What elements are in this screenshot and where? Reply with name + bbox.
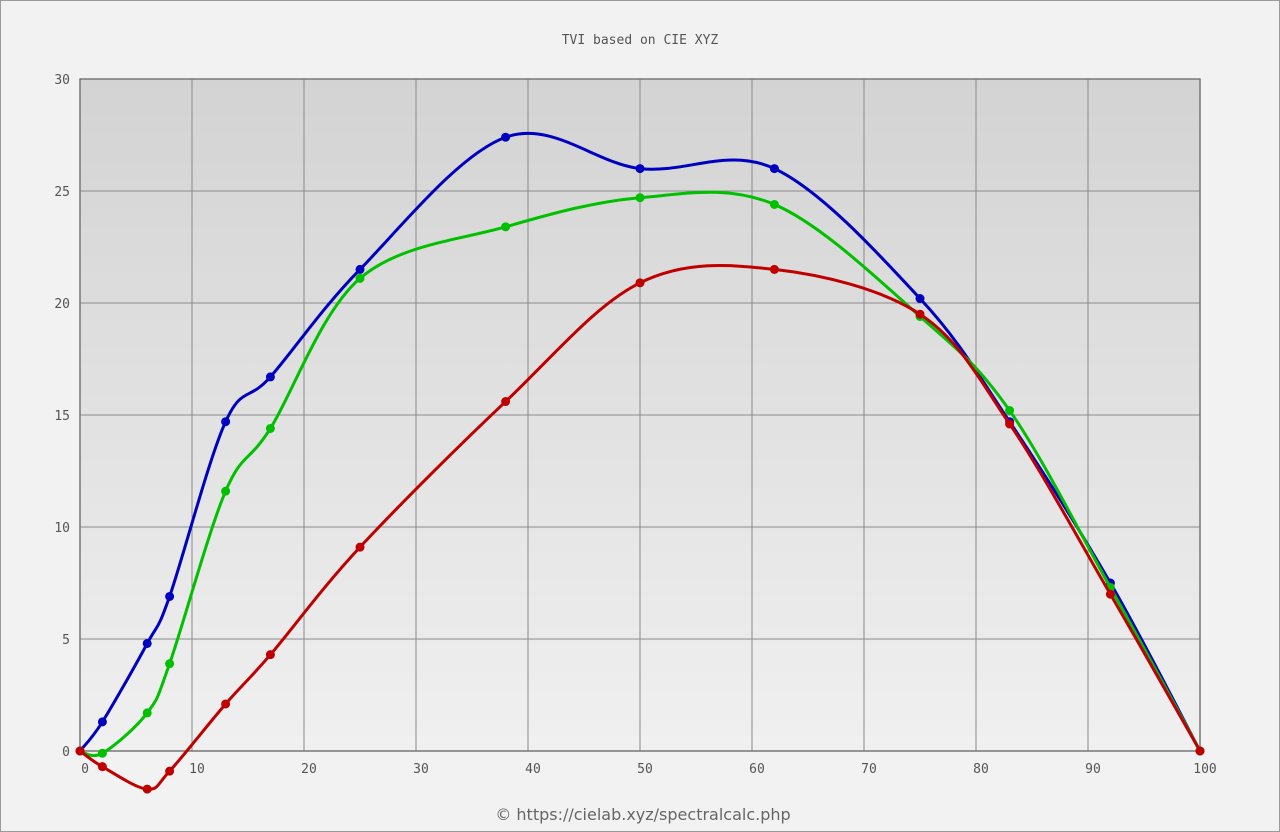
data-point xyxy=(97,748,107,758)
y-tick-label: 5 xyxy=(62,633,70,648)
data-point xyxy=(769,199,779,209)
data-point xyxy=(97,762,107,772)
data-point xyxy=(635,164,645,174)
x-tick-label: 10 xyxy=(189,762,205,777)
data-point xyxy=(142,638,152,648)
data-point xyxy=(165,591,175,601)
data-point xyxy=(1105,589,1115,599)
data-point xyxy=(355,264,365,274)
data-point xyxy=(501,222,511,232)
data-point xyxy=(1005,406,1015,416)
data-point xyxy=(501,397,511,407)
series-group xyxy=(75,131,1205,794)
x-tick-label: 60 xyxy=(749,762,765,777)
y-tick-label: 20 xyxy=(54,297,70,312)
data-point xyxy=(75,746,85,756)
y-tick-label: 30 xyxy=(54,73,70,88)
plot-border xyxy=(79,78,1201,752)
data-point xyxy=(265,372,275,382)
footer: © https://cielab.xyz/spectralcalc.php xyxy=(495,805,790,824)
data-point xyxy=(915,309,925,319)
y-tick-label: 10 xyxy=(54,521,70,536)
x-tick-label: 40 xyxy=(525,762,541,777)
data-point xyxy=(769,164,779,174)
data-point xyxy=(635,193,645,203)
data-point xyxy=(769,264,779,274)
data-point xyxy=(221,486,231,496)
data-point xyxy=(142,784,152,794)
y-tick-label: 0 xyxy=(62,745,70,760)
data-point xyxy=(501,132,511,142)
y-tick-label: 15 xyxy=(54,409,70,424)
x-tick-label: 90 xyxy=(1085,762,1101,777)
data-point xyxy=(97,717,107,727)
data-point xyxy=(165,659,175,669)
data-point xyxy=(1005,419,1015,429)
data-point xyxy=(915,294,925,304)
data-point xyxy=(142,708,152,718)
data-point xyxy=(1195,746,1205,756)
data-point xyxy=(355,273,365,283)
data-point xyxy=(355,542,365,552)
y-tick-label: 25 xyxy=(54,185,70,200)
x-tick-label: 20 xyxy=(301,762,317,777)
x-tick-label: 100 xyxy=(1193,762,1216,777)
x-tick-label: 30 xyxy=(413,762,429,777)
x-tick-label: 50 xyxy=(637,762,653,777)
x-tick-label: 70 xyxy=(861,762,877,777)
x-tick-label: 0 xyxy=(81,762,89,777)
data-point xyxy=(221,699,231,709)
data-point xyxy=(265,423,275,433)
data-point xyxy=(221,417,231,427)
data-point xyxy=(635,278,645,288)
chart-title: TVI based on CIE XYZ xyxy=(562,33,719,48)
data-point xyxy=(265,650,275,660)
data-point xyxy=(165,766,175,776)
x-tick-label: 80 xyxy=(973,762,989,777)
